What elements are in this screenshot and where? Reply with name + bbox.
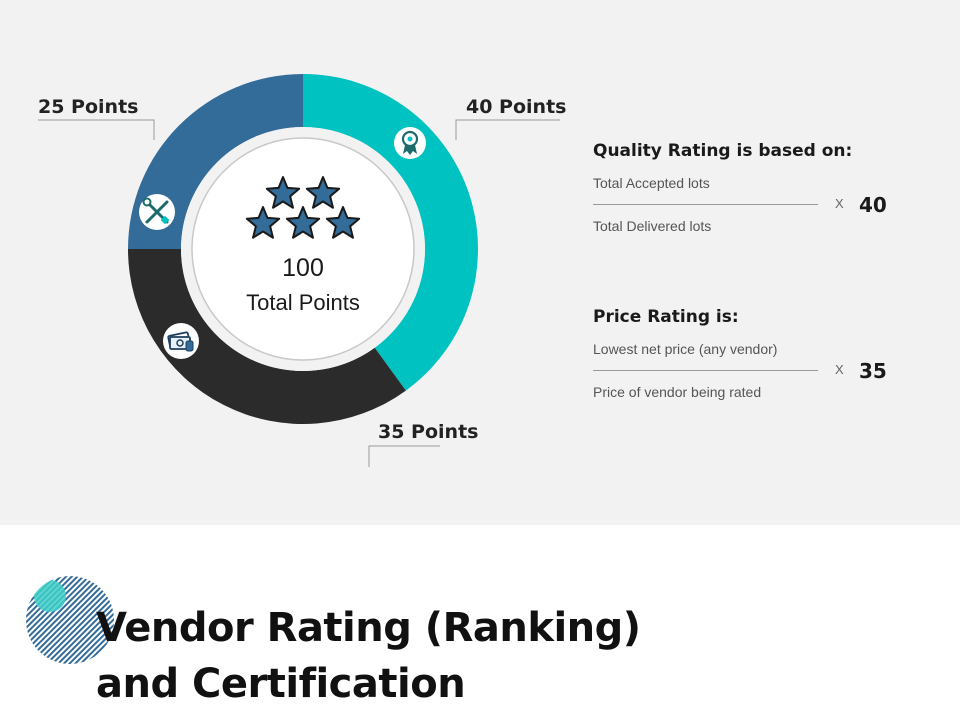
price-numerator: Lowest net price (any vendor) <box>593 341 778 357</box>
price-multiply-sign: X <box>835 362 844 377</box>
quality-weight: 40 <box>859 193 887 217</box>
donut-segment-quality <box>303 74 478 391</box>
star-icon <box>285 206 321 239</box>
quality-denominator: Total Delivered lots <box>593 218 712 234</box>
price-fraction-divider <box>593 370 818 371</box>
callout-35-points: 35 Points <box>378 421 479 443</box>
quality-multiply-sign: X <box>835 196 844 211</box>
quality-rating-title: Quality Rating is based on: <box>593 141 853 161</box>
money-stack-icon <box>163 323 199 359</box>
center-circle <box>191 137 415 361</box>
points-donut-chart: 100 Total Points <box>38 74 560 467</box>
quality-numerator: Total Accepted lots <box>593 175 710 191</box>
quality-fraction-divider <box>593 204 818 205</box>
price-rating-title: Price Rating is: <box>593 307 739 327</box>
star-icon <box>305 176 341 209</box>
decorative-circle <box>26 576 114 664</box>
leader-line-40 <box>455 119 560 140</box>
slide-title-line-1: Vendor Rating (Ranking) <box>96 605 641 651</box>
total-points-label: Total Points <box>246 290 360 315</box>
callout-25-points: 25 Points <box>38 96 139 118</box>
price-weight: 35 <box>859 359 887 383</box>
slide-title: Vendor Rating (Ranking) and Certificatio… <box>96 600 641 712</box>
leader-line-35 <box>368 445 440 467</box>
callout-40-points: 40 Points <box>466 96 567 118</box>
award-ribbon-icon <box>394 127 426 159</box>
leader-line-25 <box>38 119 155 140</box>
donut-segment-price <box>128 249 406 424</box>
star-icon <box>265 176 301 209</box>
total-points-value: 100 <box>282 254 324 282</box>
price-denominator: Price of vendor being rated <box>593 384 762 400</box>
callout-leader-lines <box>38 119 560 467</box>
star-icon <box>245 206 281 239</box>
five-stars-icon <box>245 176 361 239</box>
star-icon <box>325 206 361 239</box>
wrench-screwdriver-icon <box>139 194 175 230</box>
slide-title-line-2: and Certification <box>96 661 466 707</box>
